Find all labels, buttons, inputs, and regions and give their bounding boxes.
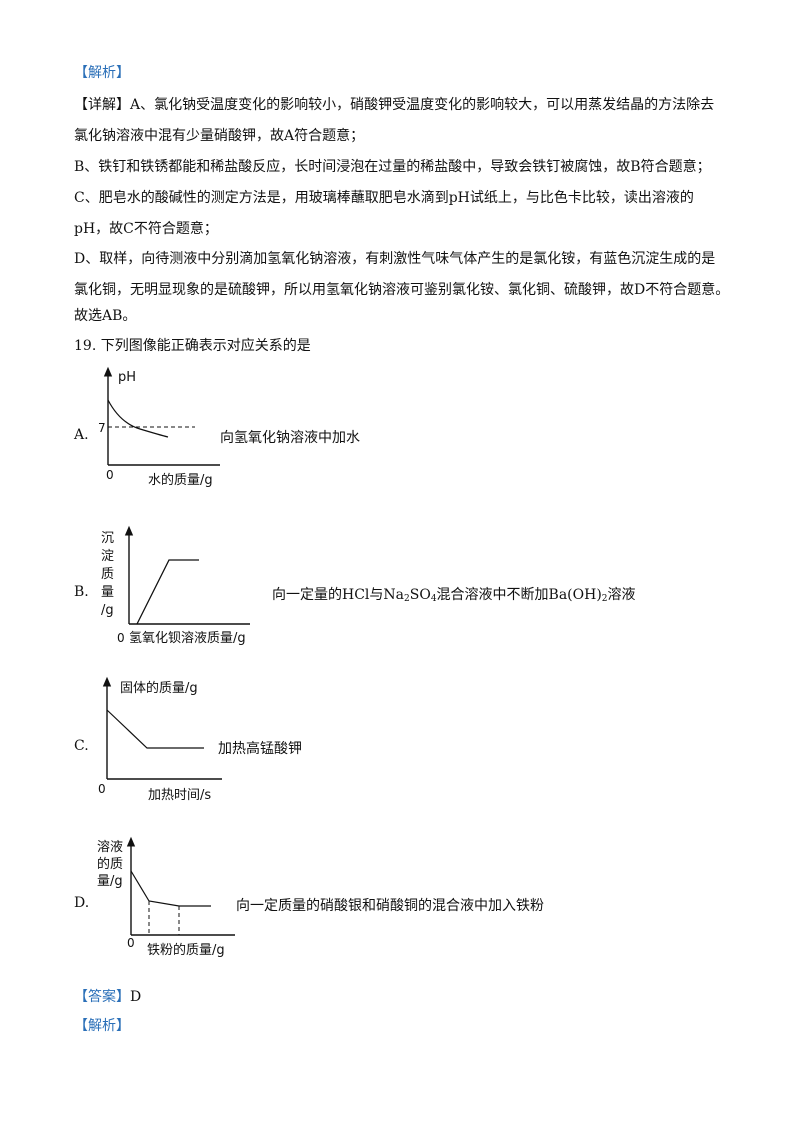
- origin-label: 0: [106, 468, 114, 482]
- detail-conclusion: 故选AB。: [74, 308, 137, 324]
- desc-part: 混合溶液中不断加Ba(OH): [436, 587, 602, 603]
- option-b-letter: B.: [74, 584, 89, 600]
- y-label-char-4: 量: [101, 585, 114, 600]
- desc-part: 溶液: [607, 587, 636, 603]
- detail-c-line2: pH，故C不符合题意；: [74, 221, 218, 237]
- option-d-description: 向一定质量的硝酸银和硝酸铜的混合液中加入铁粉: [236, 898, 544, 914]
- detail-a-text: A、氯化钠受温度变化的影响较小，硝酸钾受温度变化的影响较大，可以用蒸发结晶的方法…: [130, 97, 715, 113]
- origin-label: 0: [127, 936, 135, 950]
- option-b-graph: 沉 淀 质 量 /g 0 氢氧化钡溶液质量/g: [101, 525, 250, 646]
- question-text: 19. 下列图像能正确表示对应关系的是: [74, 338, 311, 354]
- y-label-line-1: 溶液: [97, 840, 123, 855]
- detail-d-line1: D、取样，向待测液中分别滴加氢氧化钠溶液，有刺激性气味气体产生的是氯化铵，有蓝色…: [74, 251, 716, 267]
- analysis-heading: 【解析】: [74, 65, 130, 81]
- desc-part: 向一定量的HCl与Na: [272, 587, 404, 603]
- solid-mass-line: [106, 709, 204, 749]
- y-label-unit: /g: [101, 603, 114, 618]
- y-label-char-2: 淀: [101, 549, 114, 564]
- desc-sub: 4: [430, 594, 437, 604]
- option-a-graph: pH 7 0 水的质量/g: [98, 366, 220, 488]
- detail-a-line2: 氯化钠溶液中混有少量硝酸钾，故A符合题意；: [74, 128, 365, 144]
- analysis-tag-bottom: 【解析】: [74, 1018, 130, 1034]
- option-c-graph: 固体的质量/g 0 加热时间/s: [98, 676, 222, 803]
- x-axis-label: 加热时间/s: [148, 788, 211, 803]
- answer-line: 【答案】D: [74, 987, 141, 1007]
- option-a-letter: A.: [74, 427, 89, 443]
- detail-a-line1: 【详解】A、氯化钠受温度变化的影响较小，硝酸钾受温度变化的影响较大，可以用蒸发结…: [74, 95, 714, 115]
- detail-c-line1: C、肥皂水的酸碱性的测定方法是，用玻璃棒蘸取肥皂水滴到pH试纸上，与比色卡比较，…: [74, 190, 694, 206]
- origin-label: 0: [117, 631, 125, 645]
- detail-tag: 【详解】: [74, 97, 130, 113]
- y-label-char-1: 沉: [101, 531, 114, 546]
- option-b-description: 向一定量的HCl与Na2SO4混合溶液中不断加Ba(OH)2溶液: [272, 584, 636, 604]
- y-axis-label: 固体的质量/g: [120, 680, 198, 696]
- detail-d-line2: 氯化铜，无明显现象的是硫酸钾，所以用氢氧化钠溶液可鉴别氯化铵、氯化铜、硫酸钾，故…: [74, 282, 730, 298]
- option-c-letter: C.: [74, 738, 89, 754]
- y-label-char-3: 质: [101, 567, 114, 582]
- option-d-graph: 溶液 的质 量/g 0 铁粉的质量/g: [97, 836, 235, 958]
- tick-7: 7: [98, 421, 106, 435]
- ph-curve: [107, 399, 169, 438]
- x-axis-label: 氢氧化钡溶液质量/g: [129, 631, 246, 646]
- desc-sub: 2: [404, 594, 410, 604]
- x-axis-label: 铁粉的质量/g: [147, 942, 225, 958]
- x-axis-label: 水的质量/g: [148, 472, 213, 488]
- option-c-description: 加热高锰酸钾: [218, 741, 302, 757]
- y-label-line-3: 量/g: [97, 874, 123, 889]
- detail-b-line: B、铁钉和铁锈都能和稀盐酸反应，长时间浸泡在过量的稀盐酸中，导致会铁钉被腐蚀，故…: [74, 159, 711, 175]
- answer-tag: 【答案】: [74, 989, 130, 1005]
- precipitate-line: [136, 559, 199, 625]
- option-d-letter: D.: [74, 895, 90, 911]
- y-label-line-2: 的质: [97, 856, 123, 872]
- origin-label: 0: [98, 782, 106, 796]
- y-axis-label: pH: [118, 370, 136, 385]
- solution-mass-line: [130, 870, 211, 907]
- desc-part: SO: [409, 587, 431, 603]
- option-a-description: 向氢氧化钠溶液中加水: [220, 430, 360, 446]
- answer-value: D: [130, 989, 142, 1005]
- desc-sub: 2: [601, 594, 608, 604]
